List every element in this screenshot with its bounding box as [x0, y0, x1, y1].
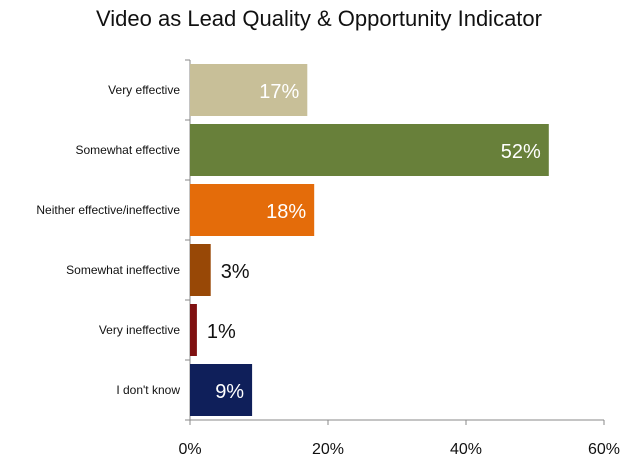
category-label: Very effective — [108, 83, 180, 97]
x-tick-label: 20% — [312, 441, 344, 458]
chart-title: Video as Lead Quality & Opportunity Indi… — [96, 6, 542, 31]
bar — [190, 304, 197, 356]
data-label: 18% — [266, 201, 306, 223]
data-label: 1% — [207, 321, 236, 343]
data-label: 52% — [501, 141, 541, 163]
x-tick-label: 0% — [178, 441, 201, 458]
x-tick-label: 60% — [588, 441, 620, 458]
bar — [190, 184, 315, 236]
category-label: I don't know — [116, 383, 180, 397]
data-label: 17% — [259, 81, 299, 103]
bar — [190, 364, 253, 416]
category-label: Somewhat effective — [75, 143, 180, 157]
data-label: 3% — [221, 261, 250, 283]
bar — [190, 64, 308, 116]
x-tick-label: 40% — [450, 441, 482, 458]
bar — [190, 124, 549, 176]
data-label: 9% — [215, 381, 244, 403]
category-label: Neither effective/ineffective — [36, 203, 180, 217]
category-label: Somewhat ineffective — [66, 263, 180, 277]
bar — [190, 244, 211, 296]
category-label: Very ineffective — [99, 323, 180, 337]
